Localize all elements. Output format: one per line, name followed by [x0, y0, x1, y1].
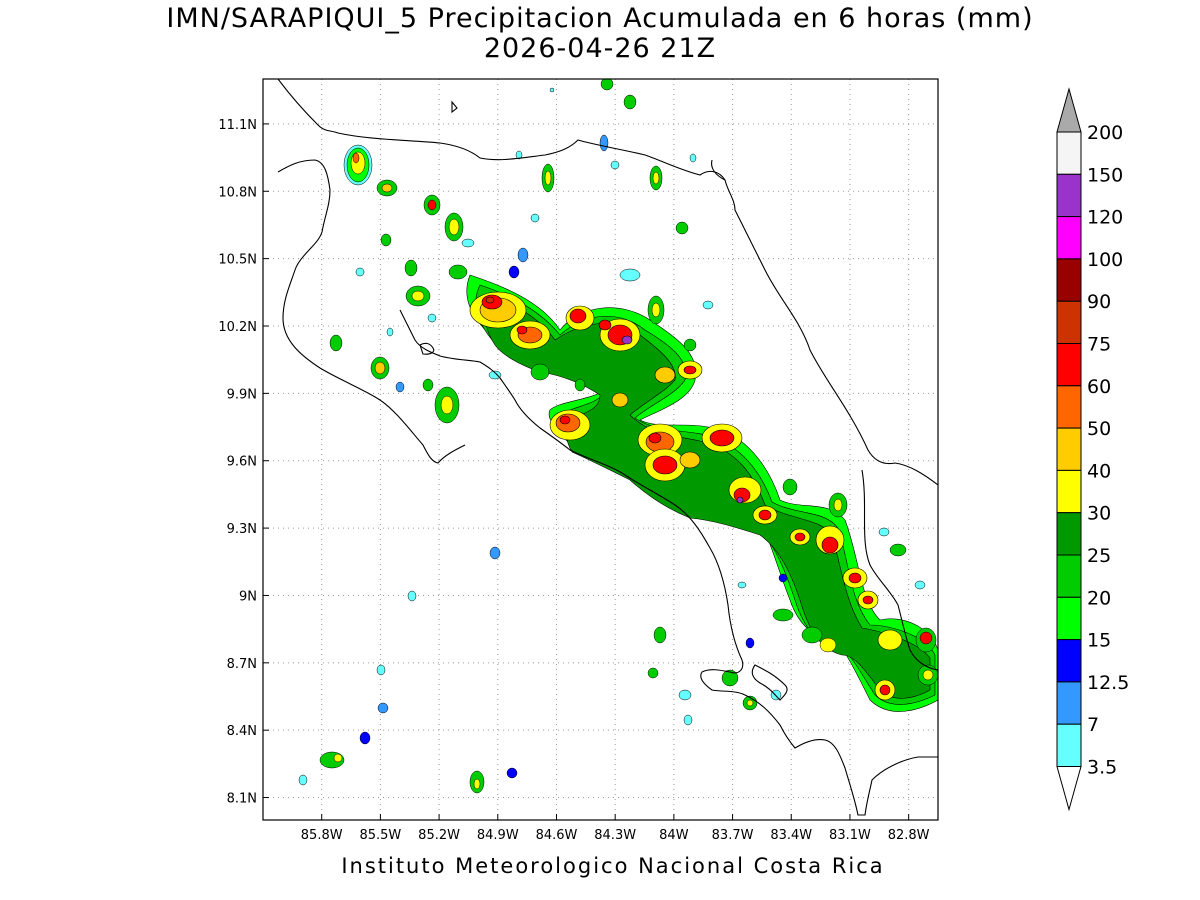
footer-credit: Instituto Meteorologico Nacional Costa R… [341, 854, 885, 878]
longitude-label: 84.6W [536, 828, 578, 843]
colorbar-label: 15 [1087, 630, 1111, 652]
colorbar-label: 60 [1087, 376, 1111, 398]
colorbar-swatch [1056, 131, 1082, 175]
colorbar-label: 200 [1087, 122, 1123, 144]
colorbar-swatch [1056, 216, 1082, 260]
longitude-label: 83.7W [712, 828, 754, 843]
colorbar-swatch [1056, 173, 1082, 218]
longitude-label: 83.1W [829, 828, 871, 843]
colorbar-label: 50 [1087, 418, 1111, 440]
colorbar-swatch [1056, 639, 1082, 683]
colorbar-swatch [1056, 258, 1082, 302]
colorbar-label: 20 [1087, 587, 1111, 609]
colorbar-swatch [1056, 512, 1082, 556]
colorbar-label: 100 [1087, 249, 1123, 271]
longitude-label: 84.3W [594, 828, 636, 843]
longitude-label: 84W [659, 828, 689, 843]
colorbar-swatch [1056, 469, 1082, 514]
colorbar-swatch [1056, 723, 1082, 768]
latitude-label: 10.5N [218, 253, 257, 268]
longitude-labels: 85.8W 85.5W 85.2W 84.9W 84.6W 84.3W 84W 83.7W 83… [301, 814, 930, 843]
latitude-labels: 11.1N 10.8N 10.5N 10.2N 9.9N 9.6N 9.3N 9N 8.7N 8.… [218, 118, 269, 807]
latitude-label: 9.3N [227, 522, 257, 537]
latitude-label: 8.4N [227, 724, 257, 739]
longitude-label: 85.8W [301, 828, 343, 843]
colorbar-label: 7 [1087, 714, 1099, 736]
colorbar-swatch [1056, 554, 1082, 598]
longitude-label: 84.9W [477, 828, 519, 843]
latitude-label: 9.6N [227, 455, 257, 470]
longitude-label: 82.8W [888, 828, 930, 843]
colorbar-under-triangle [1056, 766, 1082, 812]
longitude-label: 83.4W [770, 828, 812, 843]
colorbar-label: 30 [1087, 503, 1111, 525]
colorbar-swatch [1056, 300, 1082, 345]
longitude-label: 85.2W [418, 828, 460, 843]
colorbar-label: 3.5 [1087, 757, 1117, 779]
colorbar-label: 25 [1087, 545, 1111, 567]
latitude-label: 10.8N [218, 185, 257, 200]
colorbar-swatch [1056, 385, 1082, 429]
map-frame [262, 78, 939, 821]
colorbar-over-triangle [1056, 87, 1082, 133]
colorbar-label: 75 [1087, 334, 1111, 356]
latitude-label: 9N [239, 589, 257, 604]
map-title: IMN/SARAPIQUI_5 Precipitacion Acumulada … [166, 3, 1034, 34]
latitude-label: 11.1N [218, 118, 257, 133]
colorbar-label: 12.5 [1087, 672, 1129, 694]
colorbar-swatch [1056, 427, 1082, 471]
latitude-label: 8.7N [227, 657, 257, 672]
colorbar-label: 40 [1087, 460, 1111, 482]
colorbar-swatch [1056, 343, 1082, 387]
colorbar-swatch [1056, 681, 1082, 725]
colorbar-label: 90 [1087, 291, 1111, 313]
latitude-label: 8.1N [227, 792, 257, 807]
latitude-label: 9.9N [227, 387, 257, 402]
map-date: 2026-04-26 21Z [483, 33, 717, 64]
latitude-label: 10.2N [218, 320, 257, 335]
colorbar-swatch [1056, 596, 1082, 641]
longitude-label: 85.5W [359, 828, 401, 843]
precip-field [277, 79, 938, 816]
colorbar-label: 150 [1087, 164, 1123, 186]
colorbar-label: 120 [1087, 207, 1123, 229]
